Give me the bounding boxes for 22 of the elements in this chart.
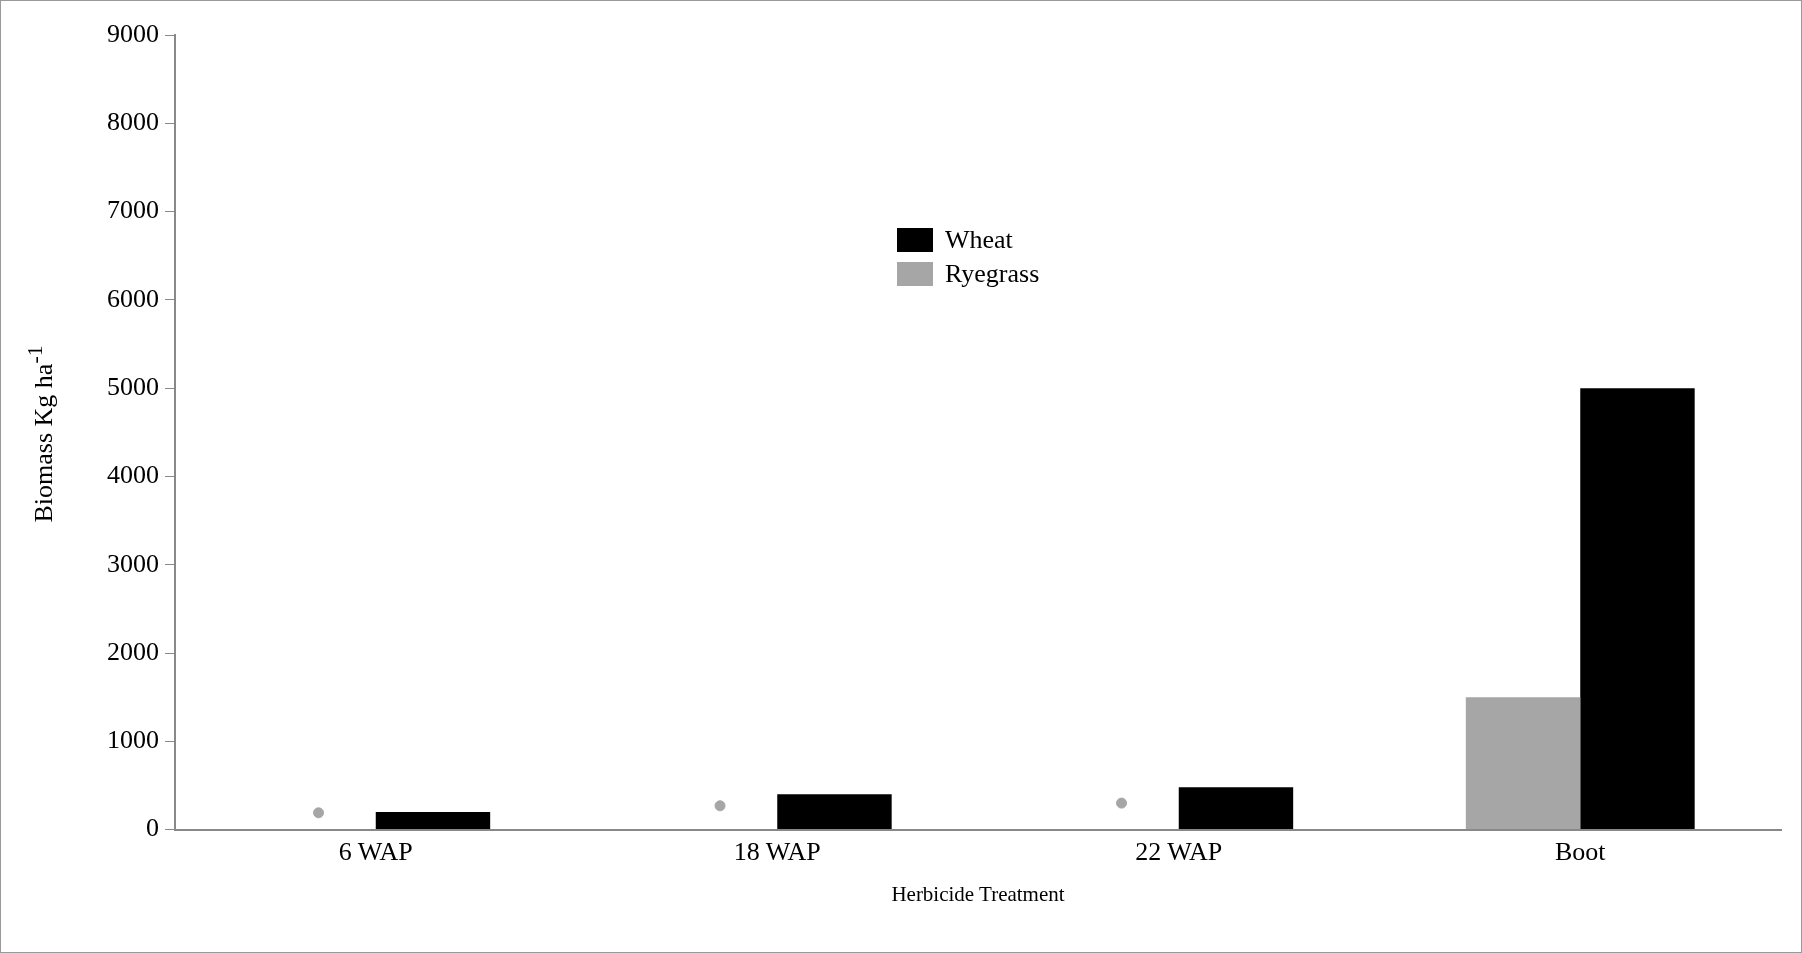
y-tick-label: 1000 — [107, 725, 159, 755]
y-tick-label: 5000 — [107, 371, 159, 401]
x-tick-label: Boot — [1554, 837, 1607, 867]
bar — [1178, 787, 1294, 830]
legend-label: Wheat — [945, 225, 1013, 255]
bar — [375, 811, 491, 830]
y-tick-label: 4000 — [107, 460, 159, 490]
x-tick-label: 22 WAP — [1135, 837, 1223, 867]
legend-label: Ryegrass — [945, 259, 1040, 289]
y-tick-label: 0 — [146, 813, 159, 843]
x-tick-label: 18 WAP — [733, 837, 821, 867]
bar — [777, 794, 892, 830]
x-tick-label: 6 WAP — [338, 837, 413, 867]
bar — [1465, 697, 1581, 830]
x-axis-title: Herbicide Treatment — [891, 881, 1065, 906]
y-tick-label: 6000 — [107, 283, 159, 313]
y-tick-label: 7000 — [107, 195, 159, 225]
bar — [1580, 388, 1695, 830]
y-tick-label: 9000 — [107, 18, 159, 48]
y-tick-label: 2000 — [107, 636, 159, 666]
y-tick-label: 3000 — [107, 548, 159, 578]
y-tick-label: 8000 — [107, 107, 159, 137]
